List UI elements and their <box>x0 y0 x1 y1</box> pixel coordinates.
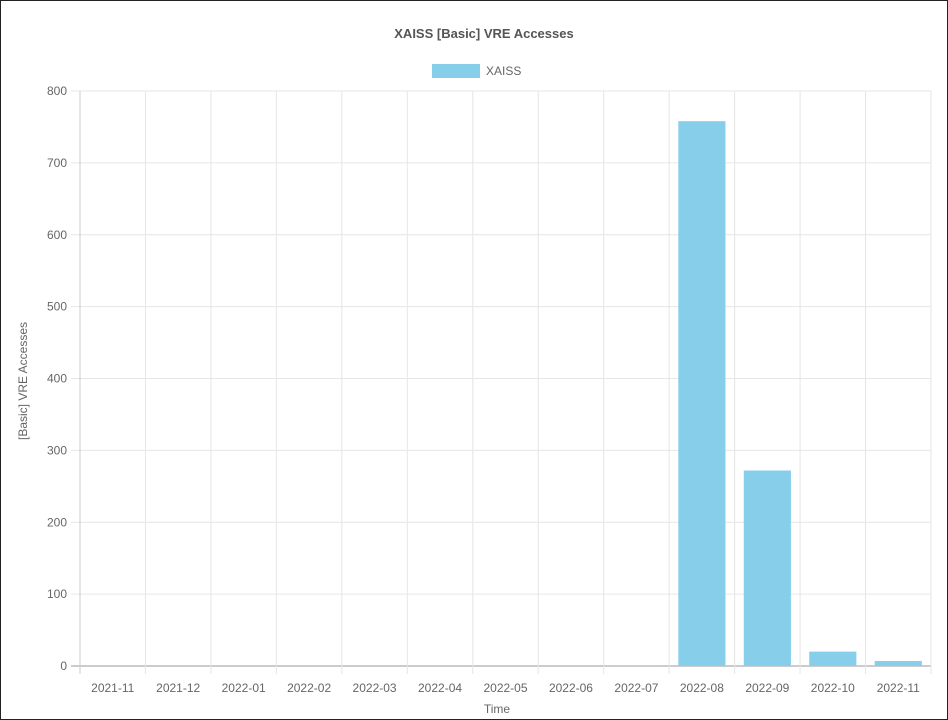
x-axis-ticks: 2021-11 2021-12 2022-01 2022-02 2022-03 2022-… <box>91 681 920 695</box>
y-tick-label: 200 <box>47 515 67 529</box>
x-tick-label: 2022-09 <box>745 681 789 695</box>
x-tick-label: 2022-06 <box>549 681 593 695</box>
y-tick-label: 300 <box>47 443 67 457</box>
y-axis-ticks: 0 100 200 300 400 500 600 700 800 <box>47 84 67 673</box>
x-tick-label: 2022-05 <box>483 681 527 695</box>
x-tick-label: 2022-03 <box>353 681 397 695</box>
bar-2022-11[interactable] <box>874 660 922 666</box>
bars <box>612 121 922 667</box>
y-tick-label: 700 <box>47 156 67 170</box>
x-tick-label: 2022-08 <box>680 681 724 695</box>
x-tick-label: 2021-12 <box>156 681 200 695</box>
y-tick-label: 100 <box>47 587 67 601</box>
x-tick-label: 2022-10 <box>811 681 855 695</box>
y-tick-label: 500 <box>47 300 67 314</box>
x-tick-label: 2022-11 <box>877 681 920 695</box>
x-tick-label: 2022-04 <box>418 681 462 695</box>
bar-2022-08[interactable] <box>678 121 726 666</box>
y-tick-label: 0 <box>60 659 67 673</box>
y-axis-label: [Basic] VRE Accesses <box>16 322 30 440</box>
x-tick-label: 2022-02 <box>287 681 331 695</box>
y-tick-label: 800 <box>47 84 67 98</box>
legend[interactable]: XAISS <box>432 64 521 78</box>
y-tick-label: 600 <box>47 228 67 242</box>
bar-2022-10[interactable] <box>809 651 857 666</box>
x-tick-label: 2021-11 <box>91 681 134 695</box>
bar-2022-09[interactable] <box>743 470 791 667</box>
x-tick-label: 2022-07 <box>614 681 658 695</box>
chart-title: XAISS [Basic] VRE Accesses <box>394 26 573 41</box>
grid <box>71 90 932 674</box>
legend-label: XAISS <box>486 64 521 78</box>
y-tick-label: 400 <box>47 372 67 386</box>
x-axis-label: Time <box>484 702 511 716</box>
bar-2022-07[interactable] <box>612 665 660 666</box>
legend-swatch <box>432 64 480 78</box>
x-tick-label: 2022-01 <box>222 681 266 695</box>
